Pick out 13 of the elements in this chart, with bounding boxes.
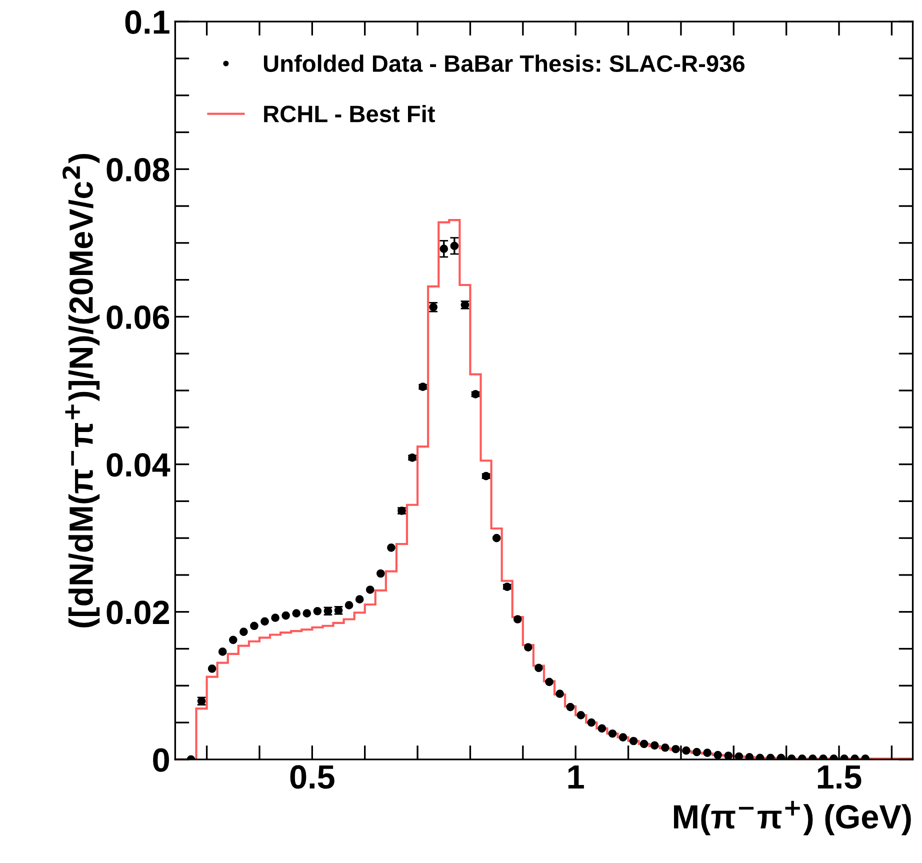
x-tick-label: 1.5	[818, 766, 862, 789]
x-tick-label: 1	[568, 766, 584, 788]
y-axis-title: ([dN/dM(π$^{−}$π$^{+}$)]/N)/(20MeV/c$^{2}$)	[62, 154, 100, 628]
y-tick-label: 0	[153, 748, 169, 772]
x-axis-title: M(π$^{−}$π$^{+}$) (GeV)	[674, 800, 911, 836]
x-tick-label: 0.5	[290, 765, 334, 789]
y-tick-label: 0.04	[106, 453, 170, 477]
y-tick-label: 0.08	[106, 158, 170, 182]
y-tick-label: 0.1	[125, 10, 170, 34]
y-tick-label: 0.06	[106, 306, 170, 330]
legend-label: Unfolded Data - BaBar Thesis: SLAC-R-936	[264, 54, 744, 72]
y-tick-label: 0.02	[106, 600, 169, 624]
legend-label: RCHL - Best Fit	[264, 104, 435, 122]
